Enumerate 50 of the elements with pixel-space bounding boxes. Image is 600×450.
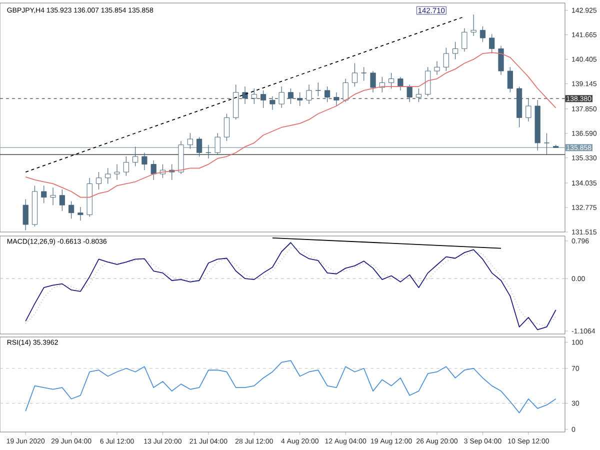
candlestick (78, 206, 84, 221)
candlestick (214, 132, 220, 155)
candlestick (96, 172, 102, 190)
candlestick (544, 132, 550, 155)
candlestick (22, 198, 28, 231)
candlestick (150, 160, 156, 180)
candlestick (526, 98, 532, 122)
candlestick (123, 156, 129, 176)
candlestick (132, 146, 138, 167)
candlestick (242, 86, 248, 104)
candlestick (434, 60, 440, 76)
candlestick (260, 90, 266, 108)
candlestick (370, 70, 376, 93)
candlestick (425, 66, 431, 97)
candlestick (278, 86, 284, 108)
line-series (25, 360, 556, 414)
candlestick (105, 168, 111, 184)
candlestick (361, 66, 367, 82)
candlestick (306, 84, 312, 104)
candlestick (462, 28, 468, 52)
candlestick (59, 189, 65, 212)
candlestick (398, 76, 404, 91)
candlestick (41, 185, 47, 204)
candlestick (114, 164, 120, 180)
candlestick (406, 84, 412, 102)
candlestick (50, 187, 56, 206)
candlestick (342, 78, 348, 102)
candlestick (334, 92, 340, 106)
candlestick (251, 88, 257, 104)
candlestick (498, 45, 504, 76)
candlestick (470, 14, 476, 36)
candlestick (388, 72, 394, 89)
candlestick (270, 96, 276, 110)
candlestick (206, 144, 212, 159)
candlestick (507, 66, 513, 93)
candlestick (443, 47, 449, 72)
candlestick (324, 86, 330, 102)
candlestick (452, 42, 458, 60)
candlestick (297, 92, 303, 106)
candlestick (480, 26, 486, 42)
candlestick (187, 132, 193, 150)
candlestick (416, 88, 422, 102)
candlestick (288, 88, 294, 104)
candlestick (352, 62, 358, 87)
candlestick (142, 152, 148, 170)
candlestick (224, 113, 230, 142)
candlestick (315, 82, 321, 97)
candlestick (489, 34, 495, 54)
candlestick (196, 136, 202, 157)
candlestick (68, 200, 74, 219)
